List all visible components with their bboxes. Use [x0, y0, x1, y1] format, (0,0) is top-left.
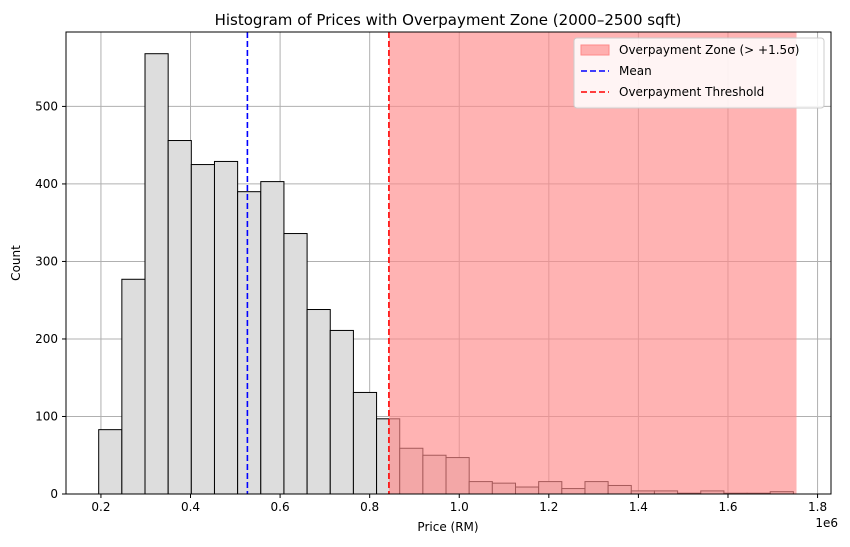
y-axis-label: Count	[9, 245, 23, 281]
legend-box	[573, 37, 825, 109]
x-tick-label-0: 0.2	[91, 500, 110, 514]
x-axis-ticks: 0.2 0.4 0.6 0.8 1.0 1.2 1.4 1.6 1.8	[91, 494, 827, 514]
chart-title: Histogram of Prices with Overpayment Zon…	[215, 11, 682, 29]
x-tick-label-7: 1.6	[718, 500, 737, 514]
y-tick-label-1: 100	[35, 409, 58, 423]
y-tick-label-3: 300	[35, 254, 58, 268]
histogram-bar-2	[144, 53, 169, 495]
histogram-bar-11	[352, 391, 378, 495]
x-tick-label-6: 1.4	[629, 500, 648, 514]
x-axis-offset-label: 1e6	[815, 516, 838, 530]
y-tick-label-2: 200	[35, 332, 58, 346]
y-tick-label-4: 400	[35, 177, 58, 191]
plot-frame	[65, 31, 832, 495]
histogram-bar-6	[237, 191, 262, 495]
x-tick-label-1: 0.4	[181, 500, 200, 514]
histogram-bar-0	[98, 429, 123, 495]
y-tick-label-0: 0	[50, 487, 58, 501]
legend-label-1: Mean	[619, 64, 652, 78]
legend-label-2: Overpayment Threshold	[619, 85, 764, 99]
histogram-bar-9	[306, 309, 331, 495]
histogram-bar-8	[283, 233, 308, 495]
histogram-bar-5	[213, 160, 239, 495]
histogram-bar-10	[329, 329, 354, 495]
overpayment-zone	[388, 32, 797, 494]
x-axis-label: Price (RM)	[417, 520, 478, 534]
reference-lines	[246, 32, 390, 494]
histogram-bar-4	[190, 164, 215, 495]
y-tick-label-5: 500	[35, 99, 58, 113]
legend: Overpayment Zone (> +1.5σ) Mean Overpaymen…	[573, 37, 825, 109]
x-tick-label-2: 0.6	[271, 500, 290, 514]
x-tick-label-4: 1.0	[450, 500, 469, 514]
x-tick-label-5: 1.2	[539, 500, 558, 514]
y-axis-ticks: 0 100 200 300 400 500	[35, 99, 66, 501]
legend-swatch-zone	[580, 44, 610, 56]
histogram-bar-3	[167, 140, 192, 495]
x-tick-label-3: 0.8	[360, 500, 379, 514]
histogram-bar-1	[121, 278, 146, 495]
x-tick-label-8: 1.8	[808, 500, 827, 514]
overpayment-zone-layer	[388, 32, 797, 494]
histogram-bar-7	[260, 181, 285, 495]
legend-label-0: Overpayment Zone (> +1.5σ)	[619, 43, 799, 57]
